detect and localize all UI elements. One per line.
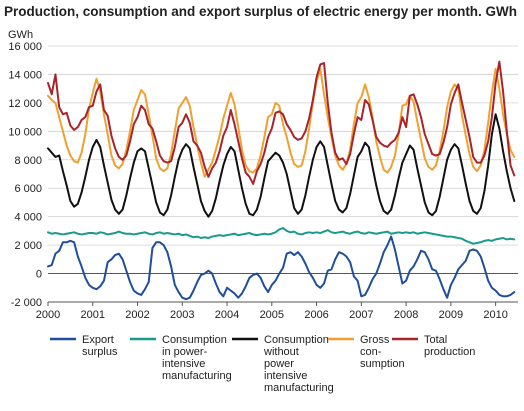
chart-title: Production, consumption and export surpl… [4,4,517,19]
y-tick-label: 2 000 [14,240,42,252]
series-lines [47,60,516,301]
y-tick-label: 10 000 [8,126,42,138]
legend-label: intensive [264,370,307,382]
x-tick-label: 2006 [304,309,328,321]
gridlines [48,45,518,303]
x-tick-label: 2001 [81,309,105,321]
legend-label: manufacturing [264,382,334,394]
series-line-1 [47,227,516,245]
series-line-3 [47,67,516,178]
y-tick-label: 0 [36,269,42,281]
legend-label: sumption [360,358,405,370]
legend-label: con- [360,346,382,358]
x-axis: 2000 2001 2002 2003 2004 2005 2006 2007 2008 2009… [36,302,508,321]
x-tick-label: 2005 [260,309,284,321]
legend-label: Consumption [162,334,227,346]
legend-label: Export [82,334,114,346]
series-line-4 [47,60,516,185]
y-tick-label: 4 000 [14,212,42,224]
x-tick-label: 2009 [439,309,463,321]
x-tick-label: 2010 [483,309,507,321]
legend-label: power [264,358,294,370]
x-tick-label: 2003 [170,309,194,321]
legend-label: surplus [82,346,118,358]
x-tick-label: 2007 [349,309,373,321]
x-tick-label: 2008 [394,309,418,321]
legend-label: without [263,346,299,358]
y-tick-label: 6 000 [14,183,42,195]
legend-label: Total [424,334,447,346]
y-axis: -2 000 0 2 000 4 000 6 000 8 000 10 000 12 000 1… [8,41,42,309]
series-line-0 [47,235,516,301]
y-tick-label: 12 000 [8,98,42,110]
x-tick-label: 2004 [215,309,239,321]
x-tick-label: 2002 [125,309,149,321]
y-tick-label: -2 000 [11,297,42,309]
y-tick-label: 14 000 [8,69,42,81]
legend-label: production [424,346,475,358]
legend-label: manufacturing [162,370,232,382]
y-axis-unit-label: GWh [8,29,33,41]
x-tick-label: 2000 [36,309,60,321]
y-tick-label: 8 000 [14,155,42,167]
y-tick-label: 16 000 [8,41,42,53]
legend-label: in power- [162,346,208,358]
legend-label: Consumption [264,334,329,346]
series-line-2 [47,113,516,218]
legend-label: Gross [360,334,390,346]
legend-label: intensive [162,358,205,370]
